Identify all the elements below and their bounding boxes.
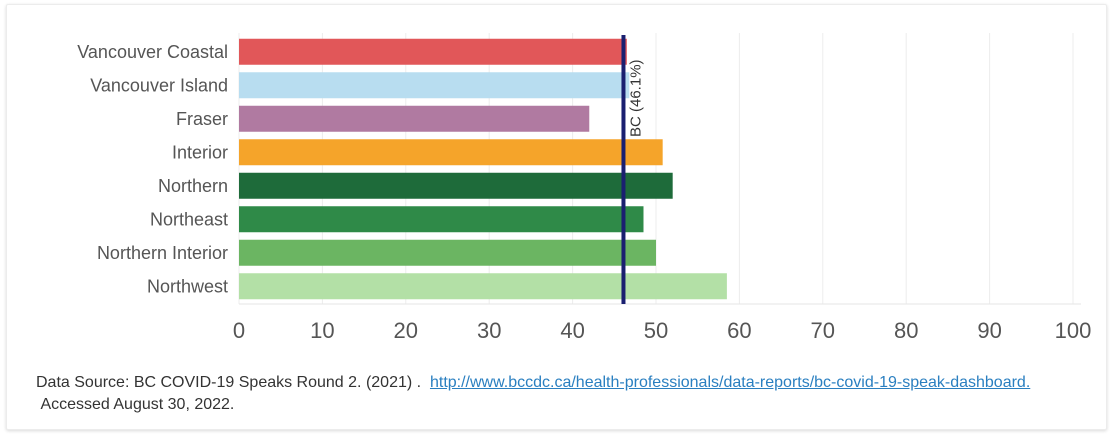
- category-label: Northeast: [150, 209, 228, 229]
- bar-northwest: [239, 273, 727, 300]
- x-tick-label: 100: [1055, 318, 1092, 343]
- x-tick-label: 60: [727, 318, 751, 343]
- x-tick-label: 20: [394, 318, 418, 343]
- x-tick-label: 90: [977, 318, 1001, 343]
- category-label: Northwest: [147, 276, 228, 296]
- x-axis-tick-labels: 0 10 20 30 40 50 60 70 80 90 100: [233, 318, 1091, 343]
- data-source-note: Data Source: BC COVID-19 Speaks Round 2.…: [36, 372, 1076, 416]
- bar-vancouver-island: [239, 72, 630, 99]
- x-tick-label: 80: [894, 318, 918, 343]
- bar-northern: [239, 172, 673, 199]
- category-label: Northern: [158, 176, 228, 196]
- x-tick-label: 0: [233, 318, 245, 343]
- bar-chart: Vancouver Coastal Vancouver Island Fraser I…: [77, 33, 1091, 343]
- bar-fraser: [239, 105, 590, 132]
- x-tick-label: 30: [477, 318, 501, 343]
- bar-northeast: [239, 206, 644, 233]
- category-label: Fraser: [176, 109, 228, 129]
- x-tick-label: 40: [560, 318, 584, 343]
- source-prefix: Data Source: BC COVID-19 Speaks Round 2.…: [36, 374, 422, 391]
- category-label: Interior: [172, 142, 228, 162]
- bar-interior: [239, 139, 663, 166]
- source-suffix: Accessed August 30, 2022.: [40, 396, 235, 413]
- category-label: Vancouver Coastal: [77, 42, 228, 62]
- bar-northern-interior: [239, 239, 656, 266]
- source-link[interactable]: http://www.bccdc.ca/health-professionals…: [429, 374, 1031, 391]
- reference-line-label: BC (46.1%): [627, 59, 644, 137]
- category-label: Northern Interior: [97, 243, 228, 263]
- reference-line-group: BC (46.1%): [621, 35, 644, 304]
- x-tick-label: 70: [811, 318, 835, 343]
- bar-vancouver-coastal: [239, 38, 627, 65]
- x-tick-label: 50: [644, 318, 668, 343]
- bars: [239, 38, 727, 300]
- x-tick-label: 10: [310, 318, 334, 343]
- category-labels: Vancouver Coastal Vancouver Island Fraser I…: [77, 42, 228, 297]
- category-label: Vancouver Island: [90, 75, 228, 95]
